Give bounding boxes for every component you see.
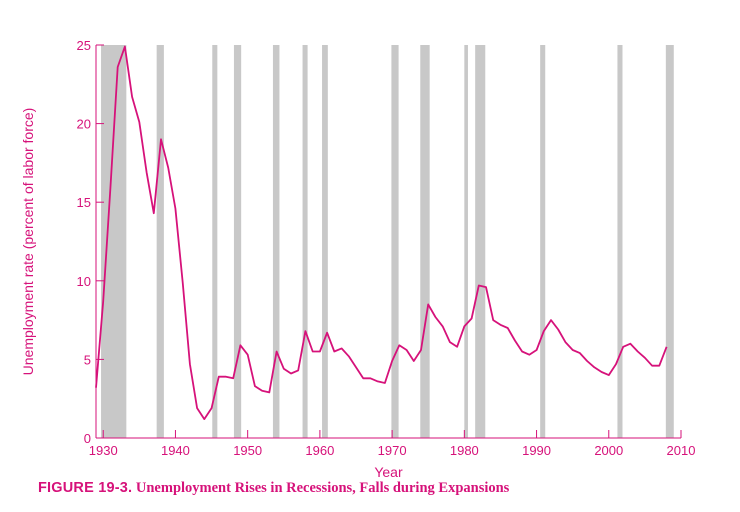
recession-band-7 <box>391 45 399 438</box>
figure-label: FIGURE 19-3. <box>38 480 133 496</box>
x-tick-label-2000: 2000 <box>594 443 623 458</box>
y-tick-label-10: 10 <box>77 274 91 289</box>
x-tick-label-1960: 1960 <box>305 443 334 458</box>
y-tick-label-15: 15 <box>77 195 91 210</box>
x-tick-label-1940: 1940 <box>161 443 190 458</box>
x-axis-title: Year <box>374 464 403 480</box>
axes <box>95 45 681 439</box>
recession-band-5 <box>302 45 308 438</box>
recession-band-4 <box>272 45 280 438</box>
series-layer <box>95 45 668 421</box>
recession-band-11 <box>540 45 546 438</box>
figure-title: Unemployment Rises in Recessions, Falls … <box>135 480 510 496</box>
recession-band-12 <box>617 45 623 438</box>
x-tick-label-2010: 2010 <box>667 443 696 458</box>
y-axis-title: Unemployment rate (percent of labor forc… <box>20 108 36 376</box>
x-tick-label-1950: 1950 <box>233 443 262 458</box>
axis-ticks: 1930 1940 1950 1960 1970 1980 1990 2000 2010 0 5 10… <box>77 38 696 458</box>
recession-band-8 <box>420 45 430 438</box>
unemployment-chart: 1930 1940 1950 1960 1970 1980 1990 2000 2010 0 5 10… <box>20 38 696 480</box>
unemployment-rate-line <box>95 45 668 421</box>
y-tick-label-5: 5 <box>84 352 91 367</box>
x-tick-label-1930: 1930 <box>89 443 118 458</box>
x-tick-label-1990: 1990 <box>522 443 551 458</box>
recession-band-6 <box>322 45 328 438</box>
y-tick-label-0: 0 <box>84 431 91 446</box>
y-tick-label-20: 20 <box>77 117 91 132</box>
y-tick-label-25: 25 <box>77 38 91 53</box>
recession-band-9 <box>464 45 468 438</box>
recession-band-2 <box>212 45 218 438</box>
recession-band-10 <box>475 45 486 438</box>
x-tick-label-1980: 1980 <box>450 443 479 458</box>
recession-band-13 <box>665 45 674 438</box>
recession-bands <box>101 45 674 438</box>
x-tick-label-1970: 1970 <box>378 443 407 458</box>
figure-caption: FIGURE 19-3. Unemployment Rises in Reces… <box>38 480 509 497</box>
recession-band-3 <box>233 45 242 438</box>
recession-band-0 <box>101 45 127 438</box>
recession-band-1 <box>156 45 164 438</box>
